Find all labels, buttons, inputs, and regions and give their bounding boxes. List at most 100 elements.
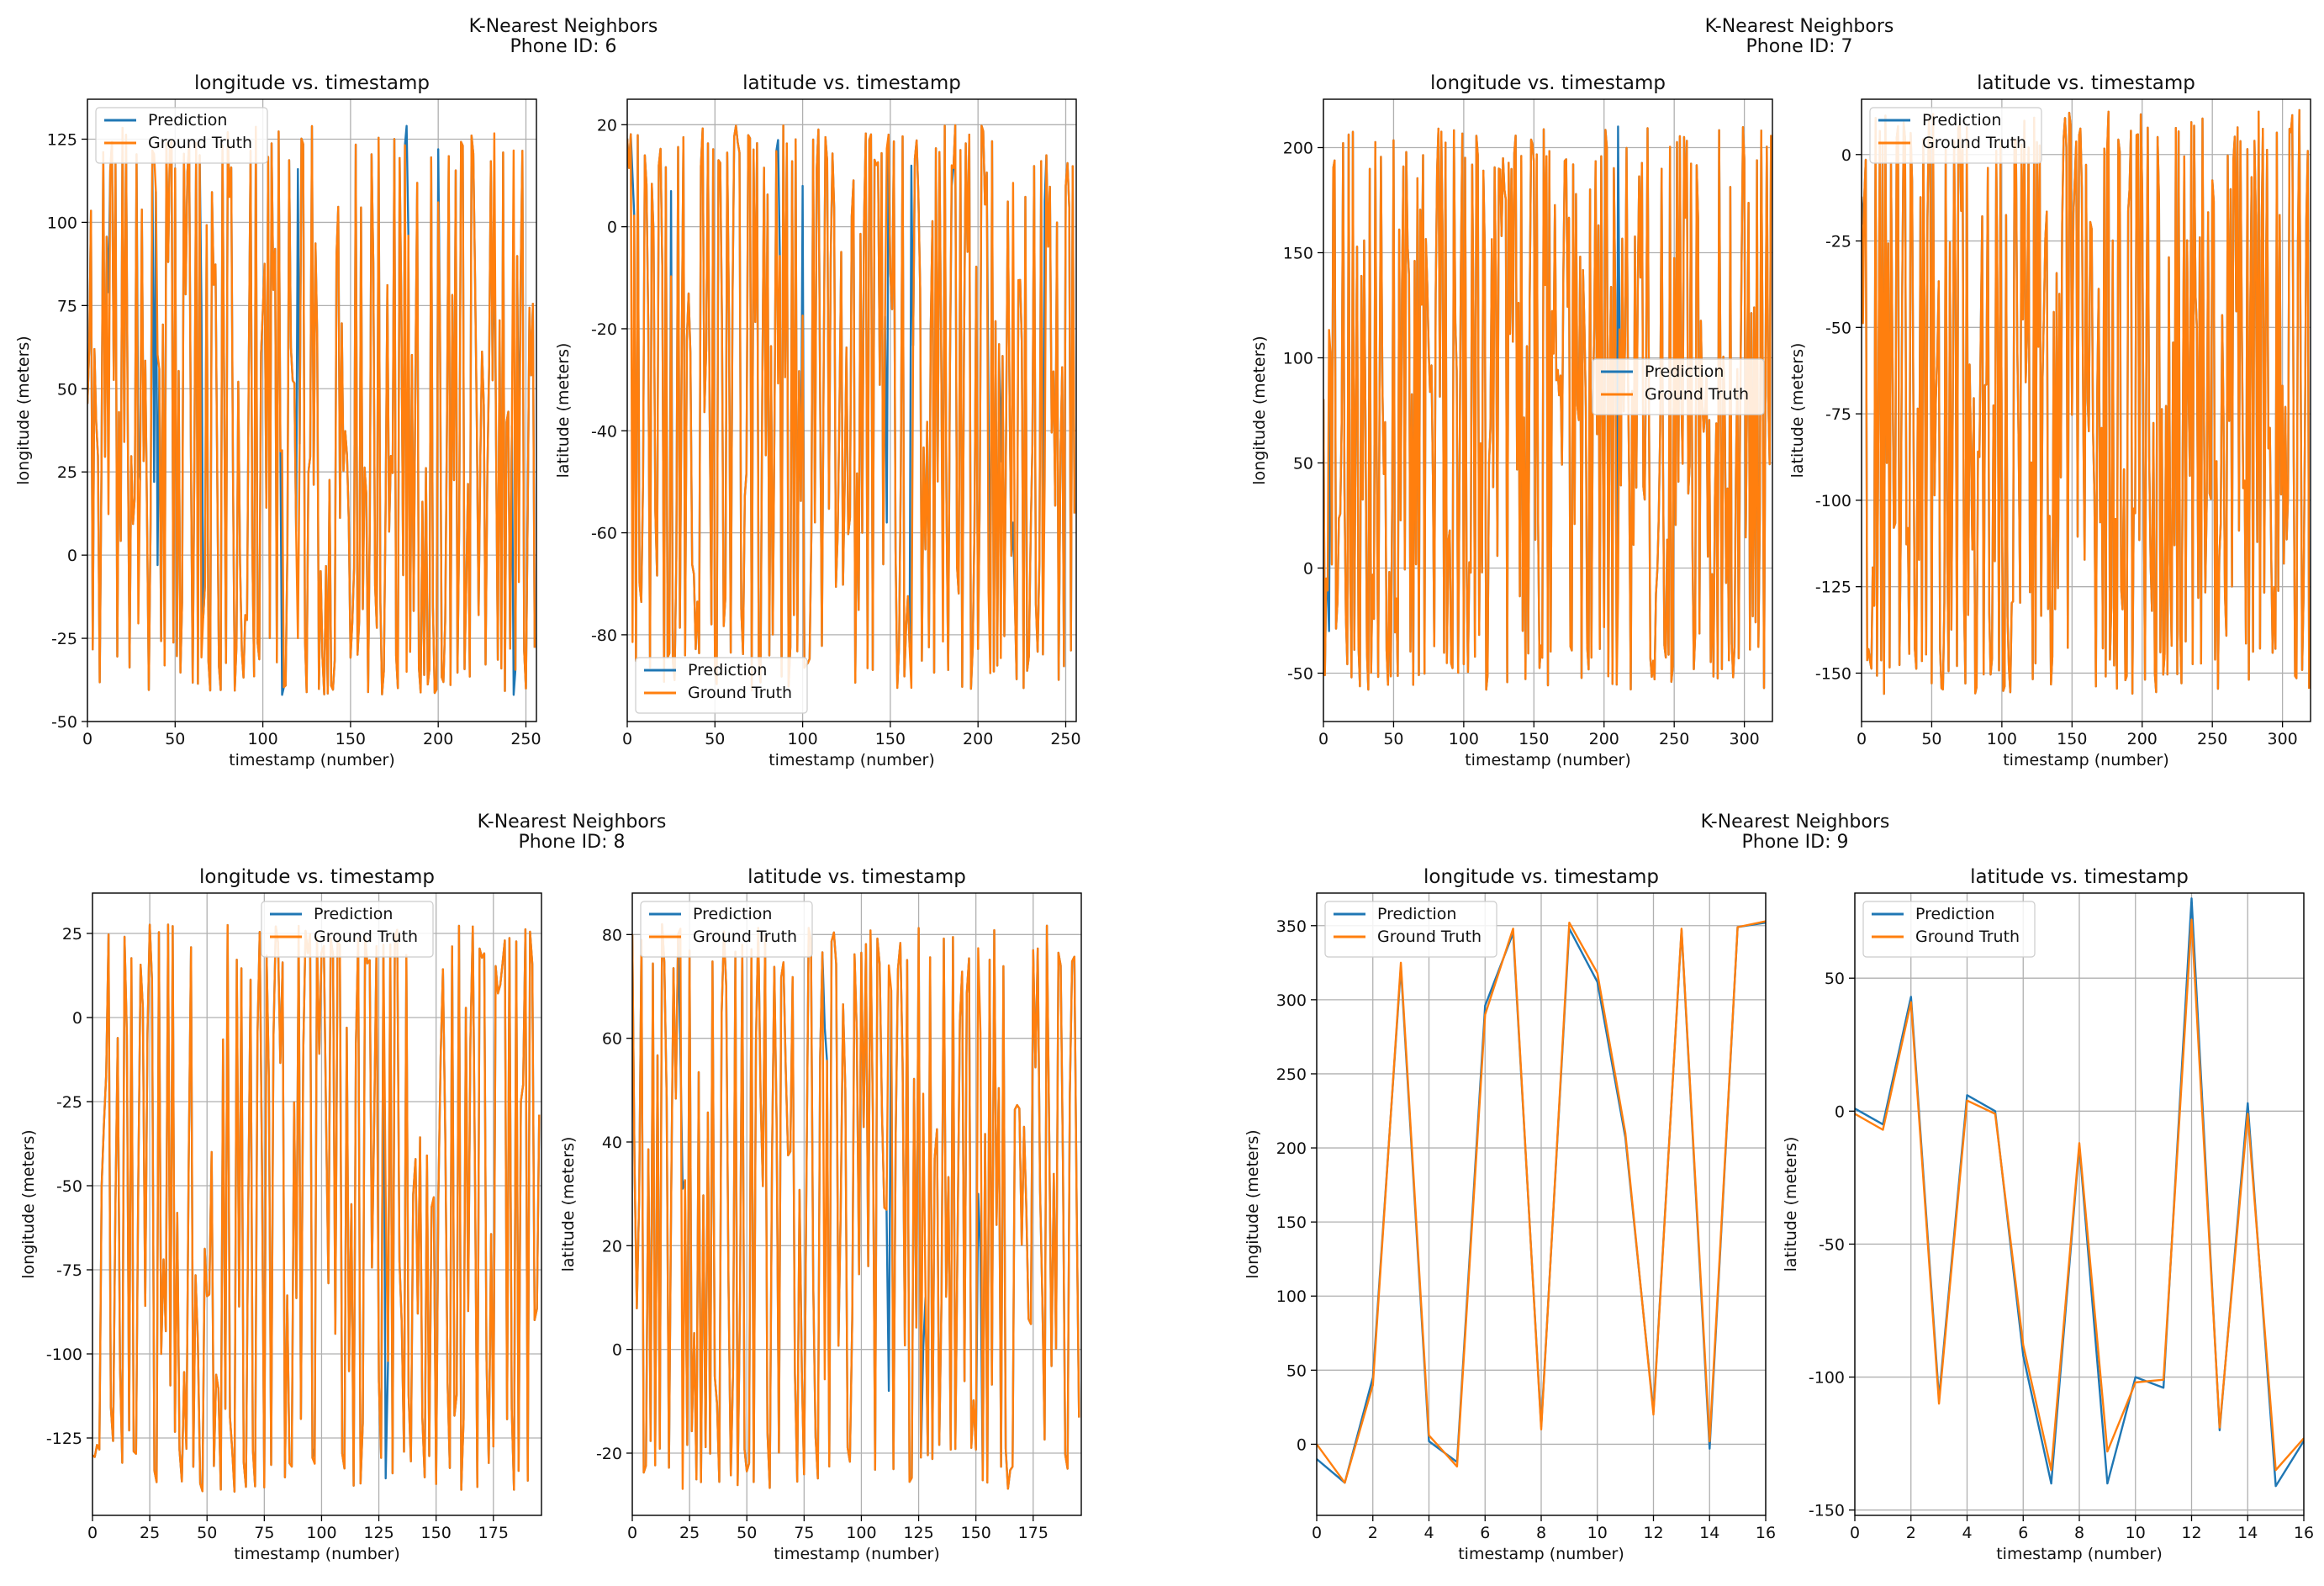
- legend-label-prediction: Prediction: [1915, 905, 1994, 923]
- axes-frame: [626, 98, 1077, 722]
- legend-label-prediction: Prediction: [693, 905, 772, 923]
- x-tick-label: 0: [82, 730, 92, 748]
- x-tick-label: 8: [2074, 1524, 2084, 1542]
- x-tick-label: 0: [1857, 730, 1867, 748]
- x-tick-label: 0: [1312, 1524, 1322, 1542]
- x-tick-label: 50: [737, 1524, 757, 1542]
- y-tick-label: -50: [1287, 665, 1313, 684]
- x-tick-label: 250: [510, 730, 541, 748]
- legend-label-prediction: Prediction: [1922, 111, 2001, 130]
- subplot-longitude: longitude vs. timestamp 0 25 50 75 100 125 150 1…: [19, 866, 542, 1563]
- figure-subtitle: Phone ID: 8: [519, 832, 626, 853]
- subplot-title: latitude vs. timestamp: [747, 866, 966, 888]
- legend-box: [640, 901, 813, 958]
- legend-box: [635, 657, 808, 714]
- x-tick-label: 300: [1729, 730, 1759, 748]
- x-tick-label: 6: [2018, 1524, 2028, 1542]
- x-tick-label: 25: [140, 1524, 160, 1542]
- y-tick-label: 25: [62, 925, 82, 944]
- y-tick-label: -100: [1809, 1369, 1845, 1388]
- legend-label-prediction: Prediction: [1645, 362, 1724, 381]
- x-axis-label: timestamp (number): [234, 1545, 400, 1563]
- legend-label-ground-truth: Ground Truth: [1377, 928, 1482, 946]
- x-tick-label: 125: [903, 1524, 933, 1542]
- y-tick-label: 40: [602, 1134, 622, 1152]
- y-axis-label: latitude (meters): [554, 343, 573, 478]
- x-tick-label: 0: [627, 1524, 637, 1542]
- legend-box: [1324, 901, 1497, 958]
- axes-frame: [87, 98, 537, 722]
- x-tick-label: 100: [846, 1524, 876, 1542]
- series-line-ground-truth: [1862, 108, 2311, 695]
- y-axis-label: latitude (meters): [559, 1137, 578, 1272]
- y-tick-label: -40: [591, 422, 617, 441]
- y-tick-label: -150: [1809, 1502, 1845, 1520]
- x-axis-label: timestamp (number): [1465, 751, 1631, 769]
- legend: Prediction Ground Truth: [635, 657, 808, 714]
- y-tick-label: 60: [602, 1030, 622, 1049]
- legend-label-prediction: Prediction: [1377, 905, 1456, 923]
- legend-box: [1862, 901, 2036, 958]
- legend-label-prediction: Prediction: [148, 111, 227, 130]
- axes-frame: [1854, 892, 2305, 1516]
- x-tick-label: 75: [794, 1524, 814, 1542]
- x-axis-label: timestamp (number): [2003, 751, 2169, 769]
- y-tick-label: -75: [56, 1261, 82, 1280]
- y-tick-label: 100: [47, 214, 77, 232]
- y-tick-label: 80: [602, 926, 622, 944]
- y-tick-label: -125: [46, 1430, 82, 1448]
- y-tick-label: 150: [1276, 1213, 1307, 1232]
- axes-frame: [1861, 98, 2311, 722]
- legend-label-prediction: Prediction: [688, 661, 767, 679]
- y-tick-label: -100: [1815, 492, 1851, 510]
- subplot-latitude: latitude vs. timestamp 0 2 4 6 8 10 12 14 16 -150 -…: [1782, 866, 2314, 1563]
- x-tick-label: 4: [1962, 1524, 1972, 1542]
- subplot-title: longitude vs. timestamp: [194, 72, 430, 94]
- x-tick-label: 200: [423, 730, 453, 748]
- x-tick-label: 175: [478, 1524, 509, 1542]
- x-tick-label: 10: [2126, 1524, 2146, 1542]
- x-tick-label: 100: [1449, 730, 1479, 748]
- legend-label-prediction: Prediction: [314, 905, 393, 923]
- y-tick-label: 300: [1276, 991, 1307, 1010]
- x-tick-label: 200: [1589, 730, 1619, 748]
- x-tick-label: 2: [1906, 1524, 1916, 1542]
- y-tick-label: -50: [1819, 1235, 1845, 1254]
- y-tick-label: 0: [1297, 1435, 1307, 1454]
- axes-frame: [1323, 98, 1773, 722]
- legend-label-ground-truth: Ground Truth: [693, 928, 797, 946]
- x-tick-label: 250: [1050, 730, 1080, 748]
- y-tick-label: 200: [1283, 140, 1313, 158]
- x-axis-label: timestamp (number): [1458, 1545, 1624, 1563]
- y-tick-label: 125: [47, 130, 77, 149]
- x-tick-label: 0: [1850, 1524, 1860, 1542]
- legend-box: [1592, 358, 1765, 415]
- y-tick-label: -80: [591, 626, 617, 645]
- legend: Prediction Ground Truth: [95, 107, 268, 164]
- figure-subtitle: Phone ID: 6: [510, 36, 617, 57]
- y-tick-label: -25: [1825, 233, 1851, 251]
- x-tick-label: 50: [165, 730, 185, 748]
- y-tick-label: -125: [1815, 579, 1851, 597]
- y-tick-label: -150: [1815, 664, 1851, 683]
- y-tick-label: -50: [56, 1177, 82, 1196]
- legend-label-ground-truth: Ground Truth: [314, 928, 418, 946]
- x-tick-label: 125: [363, 1524, 393, 1542]
- legend: Prediction Ground Truth: [1862, 901, 2036, 958]
- x-tick-label: 250: [2197, 730, 2227, 748]
- figure-subtitle: Phone ID: 7: [1746, 36, 1853, 57]
- x-tick-label: 200: [963, 730, 993, 748]
- y-tick-label: 250: [1276, 1065, 1307, 1084]
- x-axis-label: timestamp (number): [1996, 1545, 2163, 1563]
- x-tick-label: 150: [961, 1524, 991, 1542]
- y-tick-label: -50: [1825, 319, 1851, 337]
- x-tick-label: 16: [1756, 1524, 1776, 1542]
- x-tick-label: 50: [197, 1524, 217, 1542]
- series-line-ground-truth: [1323, 125, 1772, 691]
- legend: Prediction Ground Truth: [1592, 358, 1765, 415]
